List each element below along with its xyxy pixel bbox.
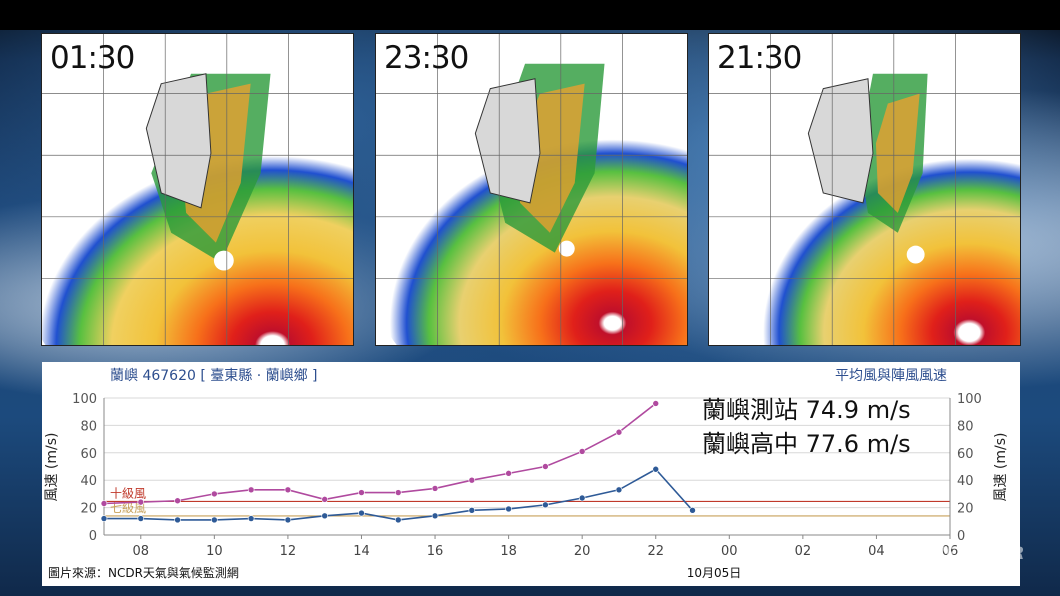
x-tick-label: 16 <box>427 544 444 559</box>
radar-time-label-1: 01:30 <box>50 40 135 76</box>
y-tick-label-left: 60 <box>80 447 97 462</box>
series-point <box>247 515 255 522</box>
x-tick-label: 02 <box>795 544 812 559</box>
y-tick-label-left: 40 <box>80 474 97 489</box>
annotation-school: 蘭嶼高中 77.6 m/s <box>702 430 911 458</box>
radar-time-label-2: 23:30 <box>384 40 469 76</box>
x-tick-label: 22 <box>647 544 664 559</box>
series-point <box>100 515 108 522</box>
series-point <box>321 496 328 503</box>
x-tick-label: 10 <box>206 544 223 559</box>
x-tick-label: 06 <box>942 544 959 559</box>
x-tick-label: 08 <box>133 544 150 559</box>
y-axis-label-left: 風速 (m/s) <box>44 432 60 501</box>
series-point <box>542 501 549 509</box>
radar-image-3 <box>709 34 1020 345</box>
y-tick-label-right: 100 <box>957 392 982 407</box>
series-point <box>505 470 512 477</box>
y-tick-label-right: 80 <box>957 419 974 434</box>
series-point <box>174 516 181 524</box>
y-tick-label-right: 20 <box>957 502 974 517</box>
y-tick-label-right: 0 <box>957 529 965 544</box>
series-point <box>137 515 145 522</box>
series-point <box>394 489 402 496</box>
series-point <box>211 516 218 524</box>
series-point <box>652 465 660 473</box>
y-tick-label-left: 80 <box>80 419 97 434</box>
series-point <box>284 486 292 494</box>
top-black-band <box>0 0 1060 30</box>
series-point <box>505 505 512 513</box>
y-tick-label-right: 40 <box>957 474 974 489</box>
chart-title: 平均風與陣風風速 <box>835 368 947 384</box>
series-point <box>284 516 292 524</box>
y-tick-label-right: 60 <box>957 447 974 462</box>
series-point <box>174 497 181 505</box>
x-tick-label: 00 <box>721 544 738 559</box>
x-tick-label: 12 <box>280 544 297 559</box>
series-point <box>689 507 696 514</box>
radar-image-2 <box>376 34 687 345</box>
y-tick-label-left: 20 <box>80 502 97 517</box>
series-point <box>652 400 660 407</box>
radar-panel-1: 01:30 <box>41 33 354 346</box>
series-point <box>615 486 623 494</box>
series-point <box>137 498 145 506</box>
radar-panel-2: 23:30 <box>375 33 688 346</box>
radar-time-label-3: 21:30 <box>717 40 802 76</box>
y-axis-label-right: 風速 (m/s) <box>993 432 1009 501</box>
wind-speed-chart: 十級風 七級風 0 0 20 20 40 40 60 60 80 80 100 100 08 10 12 14 1… <box>42 362 1020 586</box>
radar-image-1 <box>42 34 353 345</box>
source-credit: 圖片來源：NCDR天氣與氣候監測網 <box>48 565 239 580</box>
series-point <box>431 512 439 520</box>
annotation-station: 蘭嶼測站 74.9 m/s <box>702 396 911 424</box>
weather-watermark: WEATHER <box>926 544 1026 564</box>
series-point <box>247 486 255 494</box>
y-tick-label-left: 0 <box>89 529 97 544</box>
x-tick-label: 04 <box>868 544 885 559</box>
chart-series <box>100 400 696 524</box>
series-line <box>103 402 657 505</box>
station-title: 蘭嶼 467620 [ 臺東縣 · 蘭嶼鄉 ] <box>110 368 318 384</box>
series-point <box>578 448 586 455</box>
series-point <box>358 509 365 517</box>
date-label: 10月05日 <box>687 566 742 580</box>
series-point <box>100 500 108 507</box>
series-point <box>431 485 439 492</box>
series-point <box>468 476 476 484</box>
series-point <box>615 428 623 436</box>
radar-panel-3: 21:30 <box>708 33 1021 346</box>
series-point <box>468 507 476 514</box>
x-tick-label: 14 <box>353 544 370 559</box>
series-point <box>358 489 365 496</box>
series-point <box>542 463 549 470</box>
x-tick-label: 18 <box>500 544 517 559</box>
series-point <box>394 516 402 524</box>
series-point <box>578 494 586 502</box>
y-tick-label-left: 100 <box>72 392 97 407</box>
series-point <box>211 490 218 498</box>
x-tick-label: 20 <box>574 544 591 559</box>
threshold-label: 七級風 <box>110 501 146 515</box>
series-point <box>321 512 328 520</box>
threshold-label: 十級風 <box>110 486 146 500</box>
